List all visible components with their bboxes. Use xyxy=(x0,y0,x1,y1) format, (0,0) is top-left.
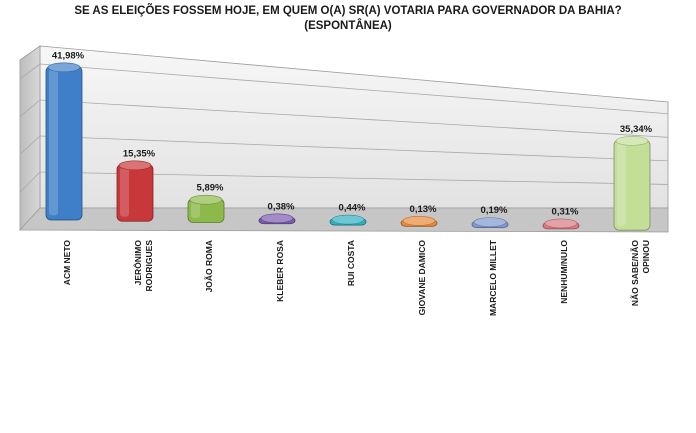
bar xyxy=(613,136,651,231)
category-label-line: RODRIGUES xyxy=(144,240,154,292)
category-label: JOÃO ROMA xyxy=(204,240,214,292)
bar xyxy=(400,216,438,227)
gridline xyxy=(39,99,669,138)
bar xyxy=(187,194,225,223)
bar xyxy=(116,160,154,222)
bar-highlight xyxy=(120,167,129,217)
category-label-line: ACM NETO xyxy=(62,240,72,286)
chart-title: SE AS ELEIÇÕES FOSSEM HOJE, EM QUEM O(A)… xyxy=(74,5,622,17)
bar-top xyxy=(402,216,436,226)
category-label: NÃO SABE/NÃOOPINOU xyxy=(630,240,651,307)
category-label-line: KLEBER ROSA xyxy=(275,240,285,302)
data-label: 15,35% xyxy=(123,148,156,159)
bar xyxy=(258,213,296,225)
gridline-side xyxy=(19,63,41,80)
gridline xyxy=(39,135,669,162)
bar-highlight xyxy=(191,201,200,218)
bar-top xyxy=(118,160,152,171)
category-label: KLEBER ROSA xyxy=(275,240,285,302)
gridline-side xyxy=(19,135,41,155)
data-label: 0,31% xyxy=(552,206,579,217)
bar xyxy=(542,218,580,230)
chart-side-wall xyxy=(19,45,41,232)
bar-top xyxy=(189,194,223,205)
bar-highlight xyxy=(49,69,58,216)
category-label: GIOVANE DAMICO xyxy=(417,240,427,316)
bar-top xyxy=(615,136,649,146)
category-label-line: RUI COSTA xyxy=(346,240,356,286)
data-label: 0,38% xyxy=(268,201,295,212)
category-label: JERÔNIMORODRIGUES xyxy=(132,240,154,292)
category-label-line: NÃO SABE/NÃO xyxy=(630,240,640,307)
category-label-line: MARCELO MILLET xyxy=(488,239,498,316)
category-label: ACM NETO xyxy=(62,240,72,286)
category-label-line: NENHUM/NULO xyxy=(559,240,569,304)
gridline-side xyxy=(19,99,41,117)
bar-top xyxy=(544,218,578,229)
chart-subtitle: (ESPONTÂNEA) xyxy=(304,20,392,32)
bar-highlight xyxy=(617,142,626,226)
category-label: RUI COSTA xyxy=(346,240,356,286)
data-label: 35,34% xyxy=(620,124,653,135)
category-label: NENHUM/NULO xyxy=(559,240,569,304)
category-label-line: JOÃO ROMA xyxy=(204,240,214,292)
gridline xyxy=(39,63,669,115)
bar xyxy=(45,62,83,221)
category-label-line: GIOVANE DAMICO xyxy=(417,240,427,316)
category-label-line: JERÔNIMO xyxy=(132,240,143,286)
bar xyxy=(329,214,367,226)
category-label: MARCELO MILLET xyxy=(488,239,498,316)
gridline-side xyxy=(19,171,41,193)
bar-top xyxy=(260,213,294,224)
chart-title-block: SE AS ELEIÇÕES FOSSEM HOJE, EM QUEM O(A)… xyxy=(0,4,696,34)
data-label: 0,19% xyxy=(481,205,508,216)
bar-top xyxy=(473,217,507,227)
bar-top xyxy=(331,214,365,225)
data-label: 0,44% xyxy=(339,203,366,214)
bar-top xyxy=(47,62,81,73)
data-label: 5,89% xyxy=(197,183,224,194)
data-label: 0,13% xyxy=(410,204,437,215)
data-label: 41,98% xyxy=(52,50,85,61)
bar xyxy=(471,217,509,229)
category-label-line: OPINOU xyxy=(641,240,651,274)
